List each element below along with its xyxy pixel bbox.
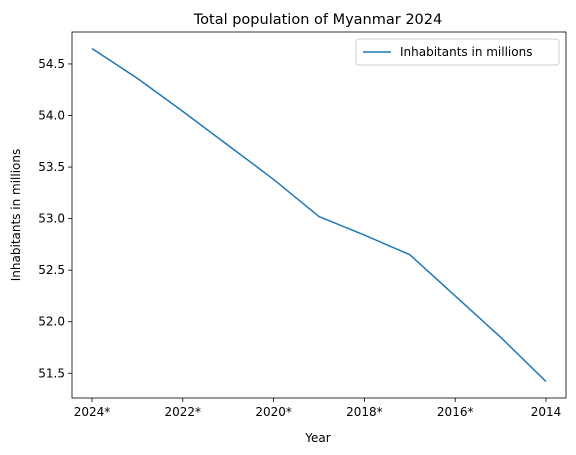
y-tick-label: 54.5 [38, 57, 65, 71]
y-axis: 51.5 52.0 52.5 53.0 53.5 54.0 54.5 [38, 57, 72, 380]
legend-label: Inhabitants in millions [400, 45, 532, 59]
series-group [91, 47, 547, 383]
x-axis-title: Year [304, 431, 330, 445]
x-tick-label: 2024* [74, 405, 111, 419]
plot-area [71, 31, 567, 399]
y-tick-label: 52.0 [38, 315, 65, 329]
y-tick-label: 54.0 [38, 109, 65, 123]
series-line [91, 47, 547, 383]
legend: Inhabitants in millions [355, 38, 560, 66]
x-tick-label: 2014 [531, 405, 562, 419]
y-axis-title: Inhabitants in millions [9, 149, 23, 281]
y-tick-label: 52.5 [38, 263, 65, 277]
y-tick-label: 51.5 [38, 366, 65, 380]
y-tick-label: 53.0 [38, 212, 65, 226]
x-axis: 2024* 2022* 2020* 2018* 2016* 2014 [74, 398, 562, 419]
x-tick-label: 2018* [346, 405, 383, 419]
y-tick-label: 53.5 [38, 160, 65, 174]
x-tick-label: 2020* [255, 405, 292, 419]
x-tick-label: 2022* [165, 405, 202, 419]
x-tick-label: 2016* [437, 405, 474, 419]
legend-box [355, 38, 560, 66]
chart-title: Total population of Myanmar 2024 [193, 12, 442, 28]
